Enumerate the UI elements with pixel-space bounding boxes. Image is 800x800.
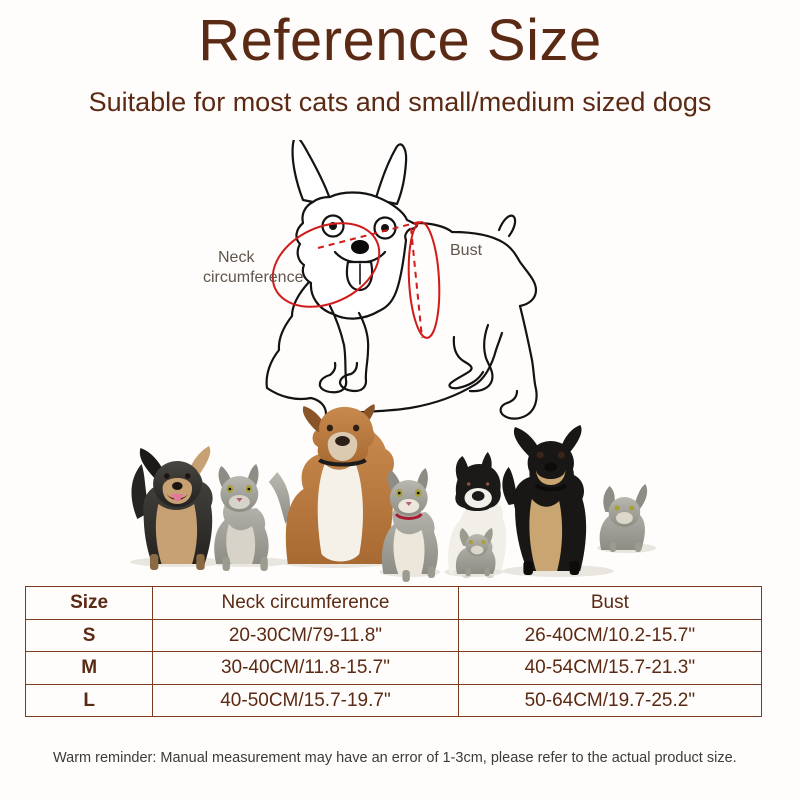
svg-text:Neck: Neck bbox=[218, 249, 255, 266]
svg-text:circumference: circumference bbox=[203, 269, 304, 286]
svg-text:Bust: Bust bbox=[450, 242, 483, 259]
